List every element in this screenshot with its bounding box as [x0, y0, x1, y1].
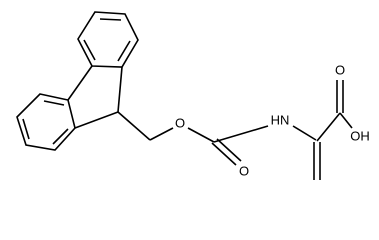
bond	[74, 111, 119, 129]
bond	[213, 125, 269, 143]
bond	[187, 127, 215, 143]
structure-diagram: O O HN O OH	[16, 11, 370, 180]
double-bond	[99, 18, 122, 21]
double-bond	[43, 100, 65, 106]
double-bond	[22, 118, 30, 140]
bonds	[16, 11, 353, 180]
double-bond	[216, 138, 242, 162]
atom-label: O	[335, 62, 345, 77]
bond	[117, 111, 151, 141]
double-bond	[211, 142, 237, 166]
double-bond	[52, 128, 69, 145]
bond	[316, 112, 341, 142]
bond	[67, 65, 93, 101]
atom-label: O	[175, 115, 185, 130]
bond	[149, 127, 174, 141]
benzene-ring	[77, 11, 139, 68]
atom-label: OH	[350, 128, 370, 143]
benzene-ring	[16, 93, 76, 151]
bond	[292, 125, 317, 141]
double-bond	[117, 40, 131, 62]
atom-label: HN	[271, 112, 290, 127]
atom-label: O	[239, 163, 249, 178]
double-bond	[83, 39, 96, 61]
bond	[117, 66, 123, 113]
bond	[339, 112, 353, 129]
